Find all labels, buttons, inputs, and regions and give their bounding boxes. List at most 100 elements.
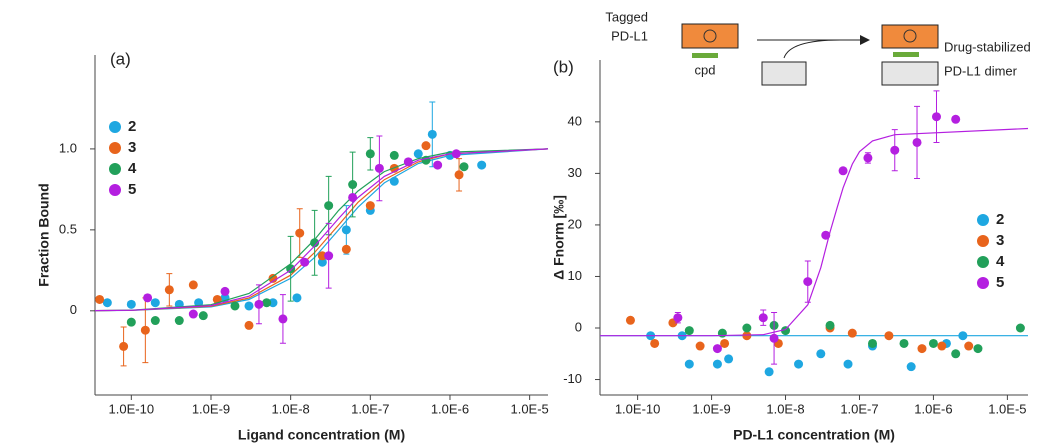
data-point bbox=[421, 141, 431, 151]
data-point bbox=[958, 331, 968, 341]
panel-label: (a) bbox=[110, 49, 131, 68]
data-point bbox=[863, 153, 873, 163]
data-point bbox=[794, 359, 804, 369]
data-point bbox=[742, 331, 752, 341]
data-point bbox=[899, 338, 909, 348]
data-point bbox=[295, 228, 305, 238]
x-tick-label: 1.0E-10 bbox=[615, 401, 661, 416]
protein-box bbox=[761, 61, 807, 86]
diagram-label: PD-L1 bbox=[611, 28, 648, 43]
x-tick-label: 1.0E-5 bbox=[510, 401, 548, 416]
legend-label: 3 bbox=[128, 139, 136, 156]
x-tick-label: 1.0E-7 bbox=[351, 401, 389, 416]
arrow bbox=[783, 39, 841, 59]
data-point bbox=[433, 160, 443, 170]
data-point bbox=[164, 285, 174, 295]
legend-label: 2 bbox=[996, 211, 1004, 228]
data-point bbox=[964, 341, 974, 351]
fit-curve bbox=[600, 127, 1029, 337]
data-point bbox=[317, 251, 327, 261]
fit-curve bbox=[94, 148, 549, 312]
data-point bbox=[712, 344, 722, 354]
data-point bbox=[324, 251, 334, 261]
data-point bbox=[803, 277, 813, 287]
data-point bbox=[95, 294, 105, 304]
data-point bbox=[1015, 323, 1025, 333]
data-point bbox=[119, 341, 129, 351]
x-tick-label: 1.0E-5 bbox=[988, 401, 1026, 416]
y-axis-title: Fraction Bound bbox=[36, 183, 52, 286]
data-point bbox=[454, 170, 464, 180]
y-tick-label: -10 bbox=[563, 371, 582, 386]
data-point bbox=[906, 362, 916, 372]
data-point bbox=[684, 359, 694, 369]
y-tick-label: 10 bbox=[568, 268, 582, 283]
x-tick-label: 1.0E-6 bbox=[914, 401, 952, 416]
diagram: Tagged PD-L1 cpd Drug-stabilized PD-L1 d… bbox=[605, 9, 1031, 86]
data-point bbox=[764, 367, 774, 377]
diagram-label: PD-L1 dimer bbox=[944, 63, 1018, 78]
data-point bbox=[951, 114, 961, 124]
data-point bbox=[724, 354, 734, 364]
data-point bbox=[717, 328, 727, 338]
x-tick-label: 1.0E-10 bbox=[109, 401, 155, 416]
x-tick-label: 1.0E-9 bbox=[192, 401, 230, 416]
data-point bbox=[838, 166, 848, 176]
legend-marker bbox=[977, 235, 989, 247]
legend-label: 5 bbox=[128, 181, 136, 198]
x-axis-title: PD-L1 concentration (M) bbox=[733, 427, 895, 443]
data-point bbox=[781, 326, 791, 336]
data-point bbox=[348, 180, 358, 190]
data-point bbox=[365, 149, 375, 159]
data-point bbox=[292, 293, 302, 303]
x-tick-label: 1.0E-8 bbox=[766, 401, 804, 416]
data-point bbox=[917, 344, 927, 354]
data-point bbox=[389, 176, 399, 186]
compound-bar bbox=[893, 52, 919, 57]
y-tick-label: 20 bbox=[568, 216, 582, 231]
legend-label: 2 bbox=[128, 118, 136, 135]
data-point bbox=[348, 192, 358, 202]
data-point bbox=[389, 150, 399, 160]
data-point bbox=[625, 315, 635, 325]
arrow-head bbox=[860, 35, 870, 45]
data-point bbox=[317, 257, 327, 267]
data-point bbox=[126, 299, 136, 309]
data-point bbox=[477, 160, 487, 170]
data-point bbox=[816, 349, 826, 359]
data-point bbox=[769, 333, 779, 343]
data-point bbox=[143, 293, 153, 303]
data-point bbox=[825, 320, 835, 330]
data-point bbox=[188, 309, 198, 319]
data-point bbox=[673, 313, 683, 323]
data-point bbox=[720, 338, 730, 348]
data-point bbox=[268, 273, 278, 283]
fit-curve bbox=[94, 148, 549, 312]
legend-marker bbox=[109, 184, 121, 196]
protein-box bbox=[681, 23, 739, 49]
legend-marker bbox=[977, 214, 989, 226]
data-point bbox=[150, 298, 160, 308]
tag-icon bbox=[703, 29, 717, 43]
data-point bbox=[451, 149, 461, 159]
data-point bbox=[374, 163, 384, 173]
fit-curve bbox=[94, 148, 549, 312]
compound-bar bbox=[692, 53, 718, 58]
data-point bbox=[310, 238, 320, 248]
x-tick-label: 1.0E-6 bbox=[431, 401, 469, 416]
data-point bbox=[742, 323, 752, 333]
data-point bbox=[973, 344, 983, 354]
data-point bbox=[341, 225, 351, 235]
data-point bbox=[126, 317, 136, 327]
data-point bbox=[928, 338, 938, 348]
legend-marker bbox=[977, 277, 989, 289]
data-point bbox=[150, 316, 160, 326]
data-point bbox=[931, 112, 941, 122]
y-tick-label: 1.0 bbox=[59, 140, 77, 155]
x-tick-label: 1.0E-9 bbox=[692, 401, 730, 416]
y-axis-title: Δ Fnorm [‰] bbox=[551, 195, 567, 280]
data-point bbox=[254, 299, 264, 309]
data-point bbox=[198, 311, 208, 321]
data-point bbox=[244, 301, 254, 311]
